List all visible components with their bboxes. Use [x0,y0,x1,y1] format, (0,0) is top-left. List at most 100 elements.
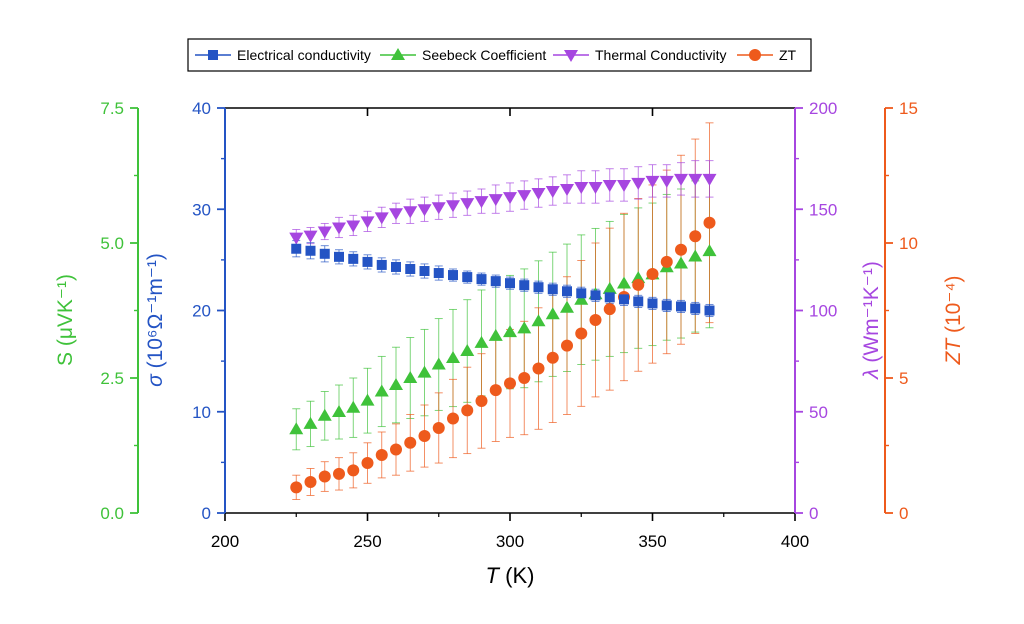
thermal-conductivity-point [488,194,503,207]
zt-point [304,475,317,488]
seebeck-coefficient-point [460,344,475,356]
seebeck-coefficient-point [517,321,532,334]
thermal-conductivity-point [688,173,703,186]
sigma-tick-label: 10 [192,403,211,422]
zt-point [646,268,659,281]
axes: 200 250 300 350 400 T (K) 0 10 20 30 40 σ (10⁶Ω⁻¹m⁻… [54,99,965,588]
seebeck-coefficient-point [289,422,304,435]
legend-marker [564,50,578,62]
seebeck-coefficient-point [531,314,546,327]
thermal-conductivity-point [517,190,532,203]
S-tick-label: 0.0 [100,504,124,523]
thermal-conductivity-point [346,220,361,233]
electrical-conductivity-point [305,245,316,256]
legend-label: Electrical conductivity [237,47,371,63]
thermal-conductivity-point [531,188,546,201]
ZT-tick-label: 15 [899,99,918,118]
electrical-conductivity-point [334,251,344,262]
seebeck-coefficient-point [503,325,517,338]
zt-point [475,394,488,407]
ZT-tick-label: 10 [899,234,918,253]
seebeck-coefficient-point [617,276,631,289]
zt-point [660,255,673,268]
electrical-conductivity-point [405,263,416,274]
zt-point [333,467,345,480]
seebeck-coefficient-point [545,307,560,320]
sigma-tick-label: 0 [202,504,211,523]
lambda-tick-label: 50 [809,403,828,422]
legend-marker [749,49,761,61]
lambda-tick-label: 150 [809,200,837,219]
legend: Electrical conductivity Seebeck Coefficie… [187,38,812,72]
seebeck-coefficient-point [303,416,318,429]
S-axis-title: S (μVK⁻¹) [54,274,77,366]
x-tick-label: 350 [638,532,666,551]
seebeck-coefficient-point [702,244,717,257]
electrical-conductivity-point [647,298,658,309]
thermal-conductivity-point [503,192,517,205]
electrical-conductivity-point [547,284,558,295]
legend-label: Seebeck Coefficient [422,47,546,63]
thermal-conductivity-point [460,198,475,211]
electrical-conductivity-point [661,300,672,311]
S-tick-label: 7.5 [100,99,124,118]
seebeck-coefficient-point [431,357,446,370]
thermal-conductivity-point [659,175,674,188]
zt-point [546,351,559,364]
electrical-conductivity-point [462,272,473,283]
thermal-conductivity-point [403,206,418,219]
thermal-conductivity-point [317,226,332,239]
electrical-conductivity-point [376,259,387,270]
seebeck-coefficient-point [389,378,403,391]
electrical-conductivity-point [590,290,601,301]
electrical-conductivity-point [391,261,401,272]
lambda-tick-label: 100 [809,302,837,321]
lambda-tick-label: 0 [809,504,818,523]
zt-point [689,230,702,243]
ZT-tick-label: 0 [899,504,908,523]
zt-point [347,464,360,477]
thermal-conductivity-point [645,175,660,188]
electrical-conductivity-point [619,294,629,305]
seebeck-coefficient-point [360,393,375,406]
legend-box [187,38,812,72]
seebeck-coefficient-point [474,335,489,348]
seebeck-coefficient-point [332,405,346,418]
thermal-conductivity-point [617,179,631,192]
thermal-conductivity-point [360,216,375,229]
zt-point [575,327,588,340]
zt-point [489,384,502,397]
thermal-conductivity-point [574,181,589,194]
seebeck-coefficient-point [417,365,432,378]
seebeck-coefficient-point [574,292,589,305]
sigma-tick-label: 40 [192,99,211,118]
electrical-conductivity-point [604,292,615,303]
lambda-tick-label: 200 [809,99,837,118]
electrical-conductivity-point [676,301,686,312]
electrical-conductivity-point [348,253,359,264]
seebeck-coefficient-point [674,256,688,269]
ZT-axis-title: ZT (10⁻⁴) [942,276,965,366]
seebeck-coefficient-point [374,384,389,397]
electrical-conductivity-point [633,296,644,307]
zt-point [561,339,573,352]
zt-point [518,372,531,384]
thermal-conductivity-point [389,208,403,221]
zt-point [404,436,417,449]
thermal-conductivity-point [417,204,432,217]
lambda-axis-title: λ (Wm⁻¹K⁻¹) [860,261,883,380]
zt-point [418,430,431,443]
S-tick-label: 2.5 [100,369,124,388]
seebeck-coefficient-point [688,249,703,262]
x-axis-title: T (K) [486,563,535,588]
zt-point [632,278,645,291]
electrical-conductivity-point [476,274,487,285]
thermal-conductivity-point [446,200,460,213]
x-tick-label: 250 [353,532,381,551]
electrical-conductivity-point [433,268,444,279]
zt-point [589,313,602,326]
legend-marker [208,50,218,60]
thermal-conductivity-point [631,177,646,190]
legend-label: ZT [779,47,797,63]
